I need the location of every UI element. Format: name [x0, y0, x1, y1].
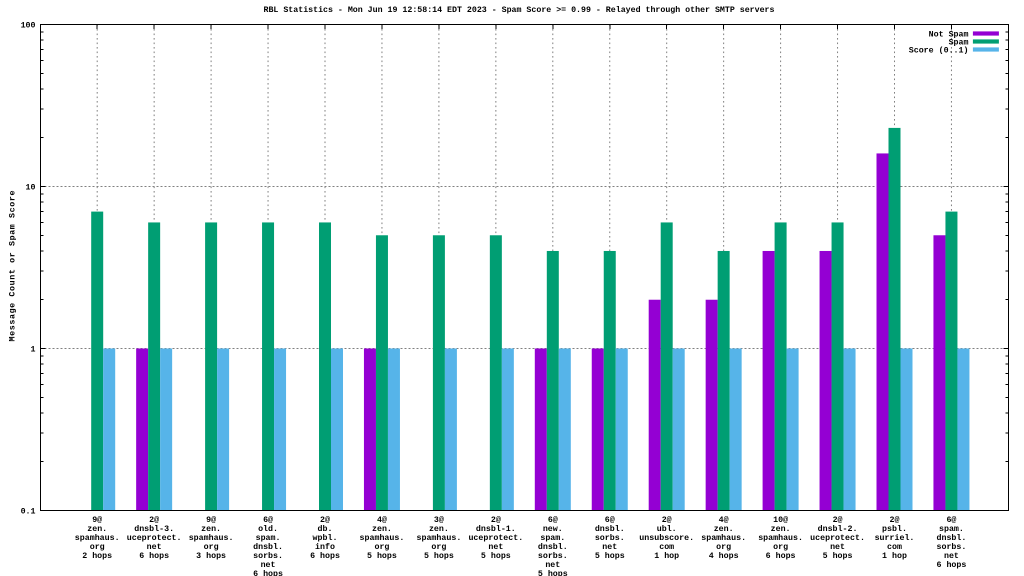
svg-text:net: net	[545, 561, 560, 570]
svg-text:6@: 6@	[946, 515, 956, 525]
svg-text:ubl.: ubl.	[657, 524, 677, 534]
svg-text:uceprotect.: uceprotect.	[810, 534, 865, 543]
svg-text:0.1: 0.1	[21, 508, 36, 517]
svg-text:zen.: zen.	[429, 525, 449, 534]
svg-text:3@: 3@	[434, 515, 444, 525]
svg-text:6@: 6@	[605, 515, 615, 525]
svg-text:uceprotect.: uceprotect.	[127, 534, 182, 543]
svg-text:6 hops: 6 hops	[766, 551, 796, 561]
svg-text:zen.: zen.	[201, 525, 221, 534]
svg-text:dnsbl.: dnsbl.	[538, 542, 568, 552]
svg-text:dnsbl.: dnsbl.	[253, 542, 283, 552]
svg-text:com: com	[887, 543, 902, 552]
svg-text:net: net	[147, 543, 162, 552]
svg-text:zen.: zen.	[771, 525, 791, 534]
svg-text:spamhaus.: spamhaus.	[758, 533, 803, 543]
svg-text:6 hops: 6 hops	[310, 551, 340, 561]
svg-text:psbl.: psbl.	[882, 524, 907, 534]
svg-text:net: net	[830, 543, 845, 552]
svg-text:net: net	[488, 543, 503, 552]
svg-text:net: net	[944, 552, 959, 561]
svg-text:info: info	[315, 542, 335, 552]
svg-text:Score (0..1): Score (0..1)	[909, 46, 969, 56]
svg-text:2@: 2@	[890, 515, 900, 525]
svg-text:org: org	[374, 543, 389, 552]
svg-text:db.: db.	[318, 524, 333, 534]
svg-text:2@: 2@	[320, 515, 330, 525]
svg-text:org: org	[431, 543, 446, 552]
svg-text:net: net	[261, 561, 276, 570]
svg-text:2@: 2@	[149, 515, 159, 525]
svg-text:zen.: zen.	[87, 525, 107, 534]
svg-text:2@: 2@	[662, 515, 672, 525]
svg-text:4 hops: 4 hops	[709, 551, 739, 561]
svg-text:10: 10	[26, 184, 36, 193]
svg-text:Message Count or Spam Score: Message Count or Spam Score	[9, 190, 18, 341]
svg-text:dnsbl-3.: dnsbl-3.	[134, 524, 174, 534]
svg-text:5 hops: 5 hops	[595, 551, 625, 561]
svg-text:5 hops: 5 hops	[823, 551, 853, 561]
svg-text:5 hops: 5 hops	[367, 551, 397, 561]
svg-text:1 hop: 1 hop	[882, 551, 907, 561]
svg-text:surriel.: surriel.	[875, 533, 915, 543]
svg-text:spamhaus.: spamhaus.	[701, 533, 746, 543]
svg-text:2 hops: 2 hops	[82, 551, 112, 561]
svg-text:6@: 6@	[263, 515, 273, 525]
svg-text:old.: old.	[258, 524, 278, 534]
svg-text:dnsbl.: dnsbl.	[937, 533, 967, 543]
svg-text:com: com	[659, 543, 674, 552]
svg-text:spamhaus.: spamhaus.	[189, 533, 234, 543]
svg-text:sorbs.: sorbs.	[538, 551, 568, 561]
svg-text:1: 1	[31, 346, 36, 355]
svg-text:org: org	[90, 543, 105, 552]
svg-text:6 hops: 6 hops	[139, 551, 169, 561]
svg-text:9@: 9@	[206, 515, 216, 525]
svg-text:5 hops: 5 hops	[424, 551, 454, 561]
svg-text:sorbs.: sorbs.	[253, 551, 283, 561]
svg-text:unsubscore.: unsubscore.	[639, 533, 694, 543]
svg-text:wpbl.: wpbl.	[313, 533, 338, 543]
svg-text:9@: 9@	[92, 515, 102, 525]
svg-text:spamhaus.: spamhaus.	[75, 533, 120, 543]
svg-text:spamhaus.: spamhaus.	[416, 533, 461, 543]
svg-text:2@: 2@	[833, 515, 843, 525]
svg-text:sorbs.: sorbs.	[937, 542, 967, 552]
svg-text:sorbs.: sorbs.	[595, 533, 625, 543]
svg-text:4@: 4@	[377, 515, 387, 525]
svg-text:1 hop: 1 hop	[654, 551, 679, 561]
svg-text:zen.: zen.	[372, 525, 392, 534]
svg-text:Not Spam: Not Spam	[929, 31, 969, 40]
svg-text:Spam: Spam	[949, 39, 969, 48]
svg-text:10@: 10@	[773, 515, 788, 525]
svg-text:spam.: spam.	[540, 534, 565, 543]
svg-text:new.: new.	[543, 525, 563, 534]
svg-text:org: org	[773, 543, 788, 552]
svg-text:RBL Statistics - Mon Jun 19 12: RBL Statistics - Mon Jun 19 12:58:14 EDT…	[264, 5, 775, 15]
svg-text:net: net	[602, 543, 617, 552]
svg-text:6 hops: 6 hops	[253, 569, 283, 576]
svg-text:3 hops: 3 hops	[196, 551, 226, 561]
svg-text:dnsbl-2.: dnsbl-2.	[818, 524, 858, 534]
svg-text:org: org	[716, 543, 731, 552]
svg-text:4@: 4@	[719, 515, 729, 525]
svg-text:6@: 6@	[548, 515, 558, 525]
svg-text:uceprotect.: uceprotect.	[468, 534, 523, 543]
svg-text:6 hops: 6 hops	[937, 560, 967, 570]
svg-text:5 hops: 5 hops	[538, 569, 568, 576]
svg-text:dnsbl.: dnsbl.	[595, 524, 625, 534]
svg-text:spam.: spam.	[256, 534, 281, 543]
svg-text:org: org	[204, 543, 219, 552]
svg-text:spamhaus.: spamhaus.	[360, 533, 405, 543]
svg-text:100: 100	[21, 22, 36, 31]
svg-text:zen.: zen.	[714, 525, 734, 534]
svg-text:2@: 2@	[491, 515, 501, 525]
svg-text:spam.: spam.	[939, 525, 964, 534]
svg-text:dnsbl-1.: dnsbl-1.	[476, 524, 516, 534]
svg-text:5 hops: 5 hops	[481, 551, 511, 561]
